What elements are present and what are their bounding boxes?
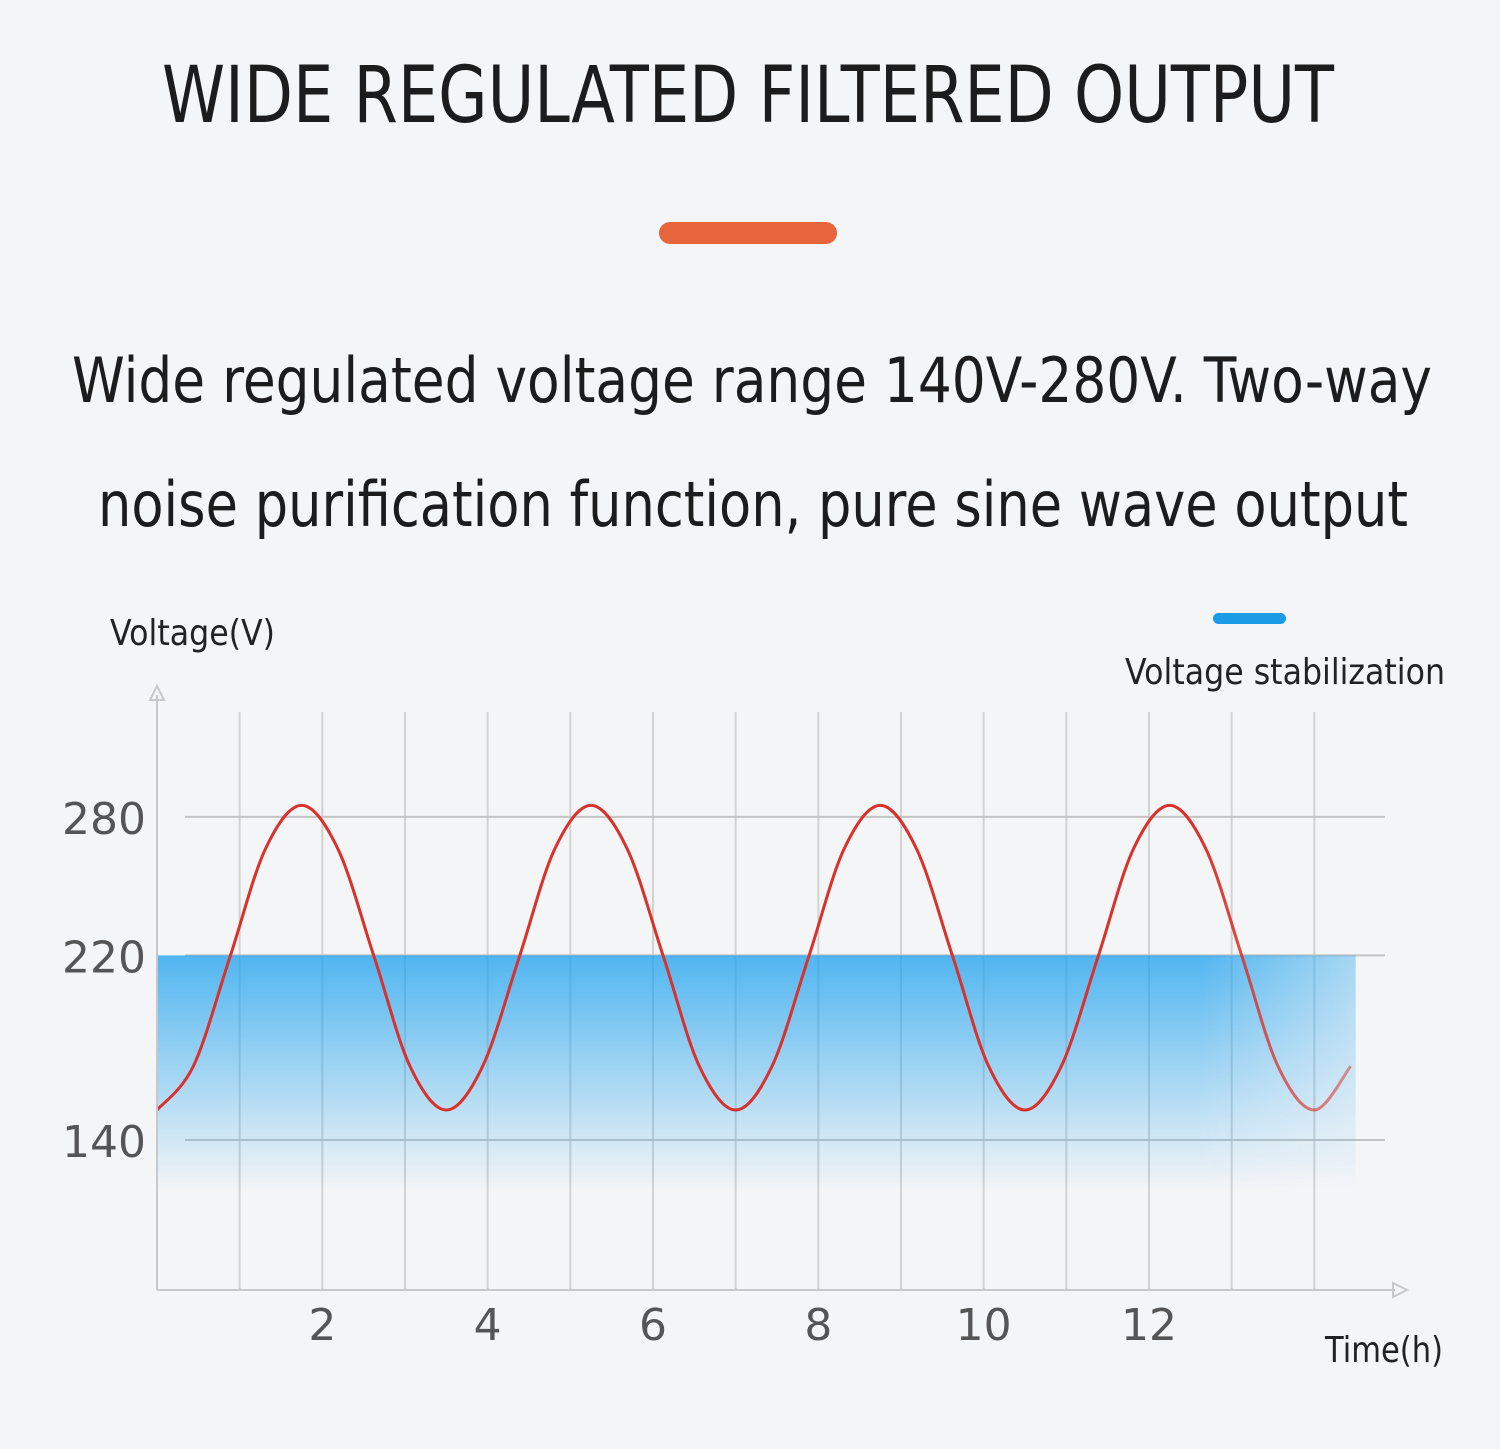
x-tick-label: 12 [1121,1300,1177,1351]
x-tick-label: 4 [474,1300,502,1351]
y-tick-label: 280 [62,794,146,845]
legend-swatch [1213,613,1286,624]
subtitle-line: Wide regulated voltage range 140V-280V. … [72,344,1432,417]
y-tick-label: 140 [62,1117,146,1168]
accent-bar [659,222,837,244]
x-tick-label: 2 [308,1300,336,1351]
title: WIDE REGULATED FILTERED OUTPUT [162,51,1334,141]
y-tick-label: 220 [62,932,146,983]
plot [155,803,1356,1190]
x-tick-label: 8 [804,1300,832,1351]
y-axis-arrow [148,683,166,701]
subtitle-line: noise purification function, pure sine w… [98,468,1408,541]
voltage-wave [155,803,1352,1112]
y-axis-label: Voltage(V) [110,613,275,654]
stabilization-fill [157,955,1356,1190]
x-axis-label: Time(h) [1324,1330,1443,1371]
legend-label: Voltage stabilization [1125,652,1445,693]
x-axis-arrow [1392,1281,1410,1299]
axes [148,683,1410,1299]
x-tick-label: 6 [639,1300,667,1351]
legend: Voltage stabilization [1125,613,1445,693]
x-tick-label: 10 [956,1300,1012,1351]
